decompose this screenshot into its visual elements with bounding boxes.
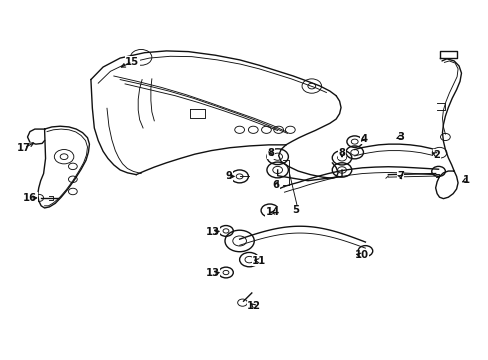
Text: 2: 2 — [433, 150, 440, 160]
Text: 9: 9 — [225, 171, 232, 181]
Text: 16: 16 — [23, 193, 37, 203]
Text: 17: 17 — [17, 143, 31, 153]
Text: 8: 8 — [338, 148, 345, 158]
Text: 15: 15 — [125, 57, 139, 67]
Text: 3: 3 — [396, 132, 403, 142]
Text: 13: 13 — [205, 268, 219, 278]
Text: 7: 7 — [396, 171, 403, 181]
Text: 13: 13 — [205, 227, 219, 237]
Text: 10: 10 — [354, 250, 368, 260]
Text: 14: 14 — [265, 207, 279, 217]
Text: 8: 8 — [267, 148, 274, 158]
Text: 1: 1 — [462, 175, 469, 185]
Text: 6: 6 — [272, 180, 279, 190]
Text: 11: 11 — [251, 256, 265, 266]
Text: 12: 12 — [247, 301, 261, 311]
Text: 4: 4 — [360, 134, 367, 144]
Text: 5: 5 — [292, 206, 299, 216]
